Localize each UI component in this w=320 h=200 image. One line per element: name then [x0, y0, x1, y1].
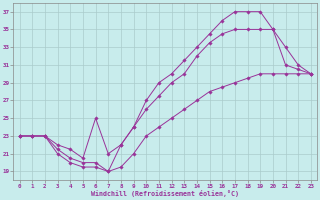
X-axis label: Windchill (Refroidissement éolien,°C): Windchill (Refroidissement éolien,°C) [91, 190, 239, 197]
